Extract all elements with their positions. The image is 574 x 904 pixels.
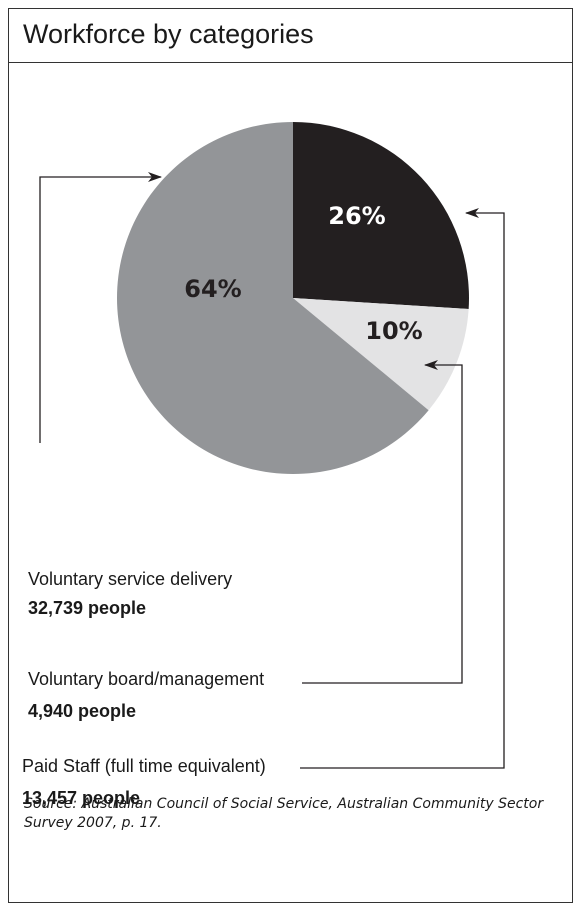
pct-label-board-management: 10% (365, 317, 422, 345)
legend-count-board-management: 4,940 people (28, 701, 137, 721)
slice-service-delivery (117, 122, 429, 474)
legend-label-paid-staff: Paid Staff (full time equivalent) (22, 756, 266, 776)
legend-label-service-delivery: Voluntary service delivery (28, 569, 233, 589)
leader-line-service-delivery (39, 172, 162, 443)
source-note: Source: Australian Council of Social Ser… (24, 796, 544, 831)
legend-count-service-delivery: 32,739 people (28, 598, 147, 618)
title-bar: Workforce by categories (9, 9, 572, 63)
chart-title: Workforce by categories (23, 19, 314, 49)
percent-labels: 26% 10% 64% (184, 202, 422, 345)
legend-label-board-management: Voluntary board/management (28, 669, 265, 689)
leader-line-paid-staff (300, 208, 505, 769)
leader-line-board-management (302, 360, 463, 684)
leader-lines (39, 172, 505, 769)
pie-slices (117, 122, 469, 474)
slice-board-management (293, 298, 469, 411)
pct-label-paid-staff: 26% (328, 202, 385, 230)
pct-label-service-delivery: 64% (184, 275, 241, 303)
legend-count-paid-staff: 13,457 people (22, 788, 141, 808)
slice-paid-staff (293, 122, 469, 310)
